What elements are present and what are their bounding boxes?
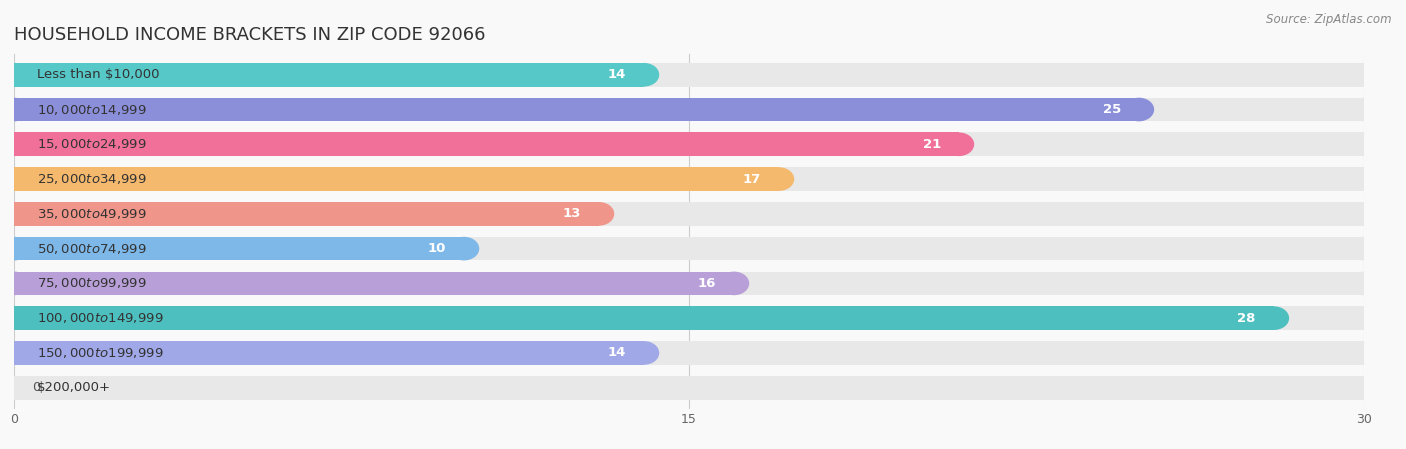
Circle shape (0, 63, 30, 87)
Circle shape (583, 202, 614, 226)
Circle shape (0, 98, 30, 121)
Bar (14, 376, 1364, 400)
Circle shape (1348, 167, 1379, 191)
Circle shape (0, 341, 30, 365)
Bar (14, 272, 1364, 295)
Text: $75,000 to $99,999: $75,000 to $99,999 (37, 277, 146, 291)
Text: 10: 10 (427, 242, 446, 255)
Circle shape (0, 132, 30, 156)
Circle shape (0, 341, 30, 365)
Bar (14, 306, 1364, 330)
Bar (14, 202, 599, 226)
Bar (14, 167, 1364, 191)
Circle shape (0, 376, 30, 400)
Text: 14: 14 (607, 68, 626, 81)
Bar (14, 341, 644, 365)
Bar (14, 63, 1364, 87)
Bar (14, 98, 1364, 121)
Text: 25: 25 (1102, 103, 1121, 116)
Circle shape (1348, 376, 1379, 400)
Circle shape (0, 98, 30, 121)
Bar (14, 306, 1274, 330)
Circle shape (1348, 306, 1379, 330)
Circle shape (1258, 306, 1289, 330)
Circle shape (943, 132, 974, 156)
Circle shape (0, 167, 30, 191)
Circle shape (0, 63, 30, 87)
Circle shape (1348, 63, 1379, 87)
Circle shape (0, 167, 30, 191)
Circle shape (628, 341, 659, 365)
Circle shape (0, 202, 30, 226)
Text: HOUSEHOLD INCOME BRACKETS IN ZIP CODE 92066: HOUSEHOLD INCOME BRACKETS IN ZIP CODE 92… (14, 26, 485, 44)
Text: 0: 0 (32, 381, 41, 394)
Text: 13: 13 (562, 207, 581, 220)
Circle shape (1348, 202, 1379, 226)
Text: $150,000 to $199,999: $150,000 to $199,999 (37, 346, 163, 360)
Text: Less than $10,000: Less than $10,000 (37, 68, 159, 81)
Circle shape (0, 237, 30, 260)
Circle shape (1123, 98, 1154, 121)
Text: $50,000 to $74,999: $50,000 to $74,999 (37, 242, 146, 255)
Circle shape (0, 272, 30, 295)
Circle shape (0, 306, 30, 330)
Bar (14, 202, 1364, 226)
Bar (14, 167, 779, 191)
Text: $10,000 to $14,999: $10,000 to $14,999 (37, 102, 146, 117)
Circle shape (0, 272, 30, 295)
Text: 14: 14 (607, 347, 626, 360)
Bar (14, 237, 464, 260)
Circle shape (1348, 341, 1379, 365)
Circle shape (763, 167, 794, 191)
Text: 16: 16 (697, 277, 716, 290)
Text: $15,000 to $24,999: $15,000 to $24,999 (37, 137, 146, 151)
Text: Source: ZipAtlas.com: Source: ZipAtlas.com (1267, 13, 1392, 26)
Circle shape (0, 306, 30, 330)
Circle shape (449, 237, 479, 260)
Circle shape (0, 202, 30, 226)
Bar (14, 272, 734, 295)
Circle shape (1348, 132, 1379, 156)
Circle shape (1348, 237, 1379, 260)
Bar (14, 132, 1364, 156)
Circle shape (1348, 272, 1379, 295)
Circle shape (628, 63, 659, 87)
Bar (14, 341, 1364, 365)
Circle shape (1348, 98, 1379, 121)
Text: $25,000 to $34,999: $25,000 to $34,999 (37, 172, 146, 186)
Bar (14, 63, 644, 87)
Text: $35,000 to $49,999: $35,000 to $49,999 (37, 207, 146, 221)
Text: $100,000 to $149,999: $100,000 to $149,999 (37, 311, 163, 325)
Bar (14, 98, 1139, 121)
Circle shape (718, 272, 749, 295)
Text: 17: 17 (742, 172, 761, 185)
Text: $200,000+: $200,000+ (37, 381, 111, 394)
Bar (14, 132, 959, 156)
Text: 21: 21 (922, 138, 941, 151)
Circle shape (0, 237, 30, 260)
Bar (14, 237, 1364, 260)
Circle shape (0, 132, 30, 156)
Text: 28: 28 (1237, 312, 1256, 325)
